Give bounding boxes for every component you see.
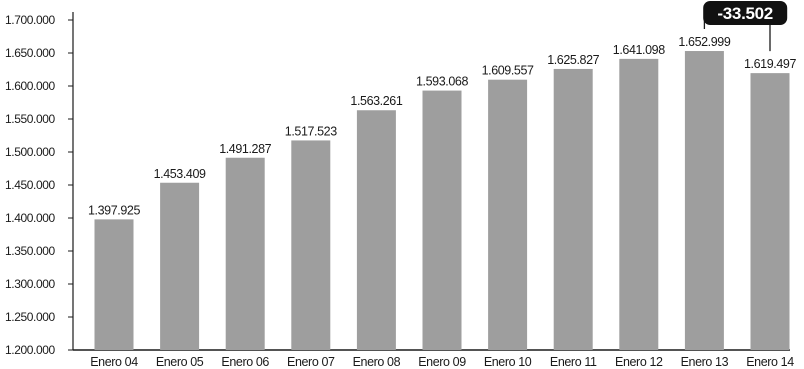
bar (750, 73, 790, 350)
y-tick-label: 1.500.000 (5, 145, 56, 159)
x-tick-label: Enero 09 (418, 355, 466, 369)
annotation-text: -33.502 (717, 4, 773, 23)
y-tick-label: 1.400.000 (5, 211, 56, 225)
y-tick-label: 1.300.000 (5, 277, 56, 291)
x-tick-label: Enero 14 (746, 355, 794, 369)
data-label: 1.397.925 (88, 203, 140, 217)
y-tick-label: 1.650.000 (5, 46, 56, 60)
data-label: 1.593.068 (416, 75, 468, 89)
data-label: 1.652.999 (678, 35, 730, 49)
bar (291, 140, 331, 350)
bar (488, 79, 528, 350)
bar (553, 68, 593, 351)
x-tick-label: Enero 13 (681, 355, 729, 369)
data-label: 1.563.261 (350, 94, 402, 108)
data-label: 1.491.287 (219, 142, 271, 156)
y-tick-label: 1.350.000 (5, 244, 56, 258)
bars (94, 51, 790, 351)
data-label: 1.619.497 (744, 57, 796, 71)
x-tick-label: Enero 07 (287, 355, 335, 369)
x-axis: Enero 04 Enero 05 Enero 06 Enero 07 Enero 08… (73, 349, 795, 369)
bar (422, 90, 462, 350)
y-tick-label: 1.550.000 (5, 112, 56, 126)
x-tick-label: Enero 10 (484, 355, 532, 369)
bar (356, 110, 396, 350)
data-label: 1.609.557 (482, 64, 534, 78)
x-tick-label: Enero 11 (550, 355, 597, 369)
y-tick-label: 1.250.000 (5, 310, 56, 324)
y-axis: 1.200.000 1.250.000 1.300.000 1.350.000 1.40… (5, 12, 74, 357)
data-label: 1.625.827 (547, 53, 599, 67)
data-label: 1.641.098 (613, 43, 665, 57)
x-tick-label: Enero 04 (90, 355, 138, 369)
data-label: 1.453.409 (154, 167, 206, 181)
x-tick-label: Enero 05 (156, 355, 204, 369)
y-tick-label: 1.200.000 (5, 343, 56, 357)
data-labels: 1.397.925 1.453.409 1.491.287 1.517.523 1.56… (88, 35, 797, 217)
bar (94, 219, 134, 350)
bar (160, 182, 200, 350)
bar (225, 157, 265, 350)
difference-annotation: -33.502 (703, 1, 788, 52)
x-tick-label: Enero 12 (615, 355, 663, 369)
x-tick-label: Enero 06 (221, 355, 269, 369)
x-tick-label: Enero 08 (353, 355, 401, 369)
bar (619, 58, 659, 351)
annotation-badge (703, 1, 788, 25)
bar (684, 51, 724, 350)
y-tick-label: 1.450.000 (5, 178, 56, 192)
data-label: 1.517.523 (285, 124, 337, 138)
y-tick-label: 1.700.000 (5, 13, 56, 27)
y-tick-label: 1.600.000 (5, 79, 56, 93)
